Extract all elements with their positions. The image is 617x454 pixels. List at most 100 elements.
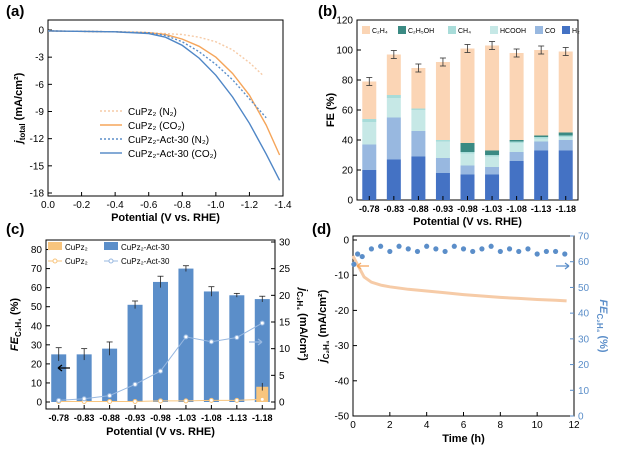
c-point-act30 [56, 397, 62, 403]
c-x-tick-label: -1.03 [176, 413, 197, 423]
b-bar-segment-CH4 [534, 137, 549, 139]
a-y-tick-label: -18 [30, 189, 45, 200]
b-y-axis-label: FE (%) [325, 93, 337, 128]
b-legend-label: CH₄ [458, 28, 471, 35]
b-bar-segment-C2H5OH [485, 150, 500, 155]
b-bar-segment-H2 [411, 156, 426, 200]
d-x-axis-label: Time (h) [442, 433, 485, 445]
d-y2-tick-label: 60 [578, 257, 590, 268]
c-y2-tick-label: 20 [279, 291, 291, 302]
c-legend-line-marker [52, 258, 58, 264]
c-point-cupz2 [234, 397, 240, 403]
d-fe-point [525, 246, 531, 252]
c-bar-act30 [153, 281, 168, 402]
c-y2-tick-label: 10 [279, 344, 291, 355]
c-point-cupz2 [107, 398, 113, 404]
b-bar-segment-C2H4 [460, 48, 475, 143]
d-fe-point [351, 261, 357, 267]
d-fe-point [378, 243, 384, 249]
a-legend-label: CuPz₂ (CO₂) [128, 121, 185, 132]
d-current-line [351, 255, 567, 303]
c-x-tick-label: -0.78 [48, 413, 69, 423]
d-fe-point [442, 248, 448, 255]
b-bar-segment-C2H4 [485, 45, 500, 151]
d-y2-tick-label: 70 [578, 232, 590, 243]
panel-d-label: (d) [312, 221, 331, 238]
b-bar-segment-HCOOH [485, 156, 500, 167]
a-x-tick-label: -1.2 [241, 200, 259, 211]
panel-b-label: (b) [318, 3, 337, 20]
c-y-tick-label: 60 [31, 283, 43, 294]
c-x-tick-label: -1.08 [201, 413, 222, 423]
c-point-act30 [81, 396, 87, 402]
b-bar-segment-CO [411, 131, 426, 157]
d-y2-tick-label: 20 [578, 360, 590, 371]
d-y2-tick-label: 10 [578, 386, 590, 397]
c-legend-line-label: CuPz₂-Act-30 [121, 257, 170, 266]
b-legend-swatch [562, 26, 570, 34]
a-x-tick-label: -0.6 [140, 200, 158, 211]
b-x-tick-label: -0.88 [408, 204, 429, 214]
c-y2-tick-label: 30 [279, 238, 291, 249]
c-y-tick-label: 70 [31, 264, 43, 275]
b-bar-segment-H2 [558, 150, 573, 200]
b-legend-swatch [535, 26, 543, 34]
d-y-axis-label: jC₂H₄ (mA/cm²) [317, 289, 331, 364]
a-x-tick-label: -1.0 [207, 200, 225, 211]
b-x-tick-label: -1.08 [506, 204, 527, 214]
b-x-tick-label: -0.78 [359, 204, 380, 214]
a-y-tick-label: -12 [30, 134, 45, 145]
c-y-tick-label: 50 [31, 302, 43, 313]
d-y2-tick-label: 0 [578, 412, 584, 423]
c-x-tick-label: -1.13 [227, 413, 248, 423]
d-left-axis-arrow [356, 262, 369, 270]
c-x-tick-label: -0.98 [150, 413, 171, 423]
d-fe-point [359, 253, 365, 260]
c-x-tick-label: -0.93 [125, 413, 146, 423]
a-x-axis-label: Potential (V vs. RHE) [111, 212, 220, 224]
b-bar-segment-HCOOH [509, 143, 524, 152]
b-bar-segment-CH4 [509, 141, 524, 143]
c-bar-act30 [229, 295, 245, 402]
b-legend-label: HCOOH [500, 28, 526, 35]
b-bar-segment-CO [485, 167, 500, 175]
b-bar-segment-C2H5OH [460, 143, 475, 152]
c-y2-tick-label: 25 [279, 264, 291, 275]
c-point-cupz2 [132, 398, 138, 404]
b-x-tick-label: -1.18 [555, 204, 576, 214]
d-y-tick-label: -50 [335, 412, 350, 423]
d-fe-point [368, 246, 375, 252]
b-y-tick-label: 40 [342, 136, 354, 147]
b-x-tick-label: -0.83 [384, 204, 405, 214]
b-bar-segment-CH4 [485, 155, 500, 157]
a-series-line-2 [47, 30, 267, 119]
c-x-tick-label: -1.18 [252, 413, 273, 423]
b-bar-segment-CH4 [411, 108, 426, 110]
a-legend-label: CuPz₂ (N₂) [128, 107, 177, 118]
c-y2-tick-label: 0 [279, 398, 285, 409]
d-fe-point [488, 243, 494, 249]
d-x-tick-label: 4 [424, 420, 430, 431]
d-x-tick-label: 0 [350, 420, 356, 431]
c-right-axis-arrow [249, 338, 263, 346]
a-x-tick-label: 0.0 [41, 200, 55, 211]
b-bar-segment-C2H4 [411, 68, 426, 109]
b-y-tick-label: 120 [336, 16, 353, 27]
d-y-tick-label: -40 [335, 376, 350, 387]
b-bar-segment-CO [386, 117, 401, 160]
c-y-tick-label: 0 [36, 398, 42, 409]
b-x-tick-label: -0.98 [457, 204, 478, 214]
c-x-tick-label: -0.88 [99, 413, 120, 423]
b-bar-segment-H2 [509, 161, 524, 200]
c-bar-act30 [127, 304, 143, 402]
c-point-cupz2 [183, 398, 189, 404]
a-frame [47, 19, 284, 197]
b-bar-segment-H2 [485, 174, 500, 200]
b-bar-segment-H2 [460, 174, 475, 200]
d-right-axis-arrow [556, 262, 570, 270]
a-series-line-3 [47, 30, 281, 181]
d-fe-point [355, 251, 361, 257]
d-fe-point [433, 246, 439, 252]
c-point-cupz2 [158, 398, 163, 404]
